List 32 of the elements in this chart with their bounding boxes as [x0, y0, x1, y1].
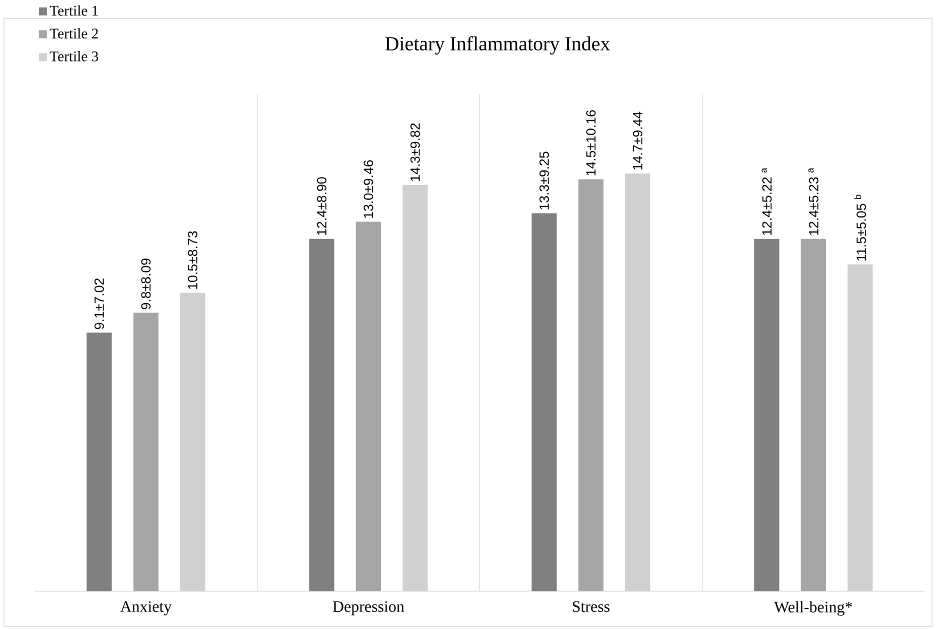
bar [133, 312, 158, 592]
legend-label: Tertile 3 [50, 50, 98, 62]
x-tick-label: Anxiety [120, 601, 172, 616]
data-label: 14.3±9.82 [410, 123, 420, 181]
data-label: 11.5±5.05 $^{b}$ [854, 194, 866, 260]
x-tick-label: Well-being* [774, 601, 852, 616]
bar [180, 292, 206, 592]
bar [356, 222, 381, 592]
x-tick-label: Stress [572, 601, 610, 612]
x-tick-label: Depression [332, 601, 404, 616]
bar [754, 238, 780, 592]
data-label: 14.5±10.16 [586, 110, 596, 176]
chart-title: Dietary Inflammatory Index [385, 36, 610, 55]
bar [86, 332, 112, 592]
data-label: 9.8±8.09 [141, 258, 151, 310]
bar [402, 184, 428, 592]
bar [309, 238, 334, 592]
data-label: 12.4±5.23 $^{a}$ [808, 168, 818, 235]
bar [848, 264, 873, 592]
data-label: 10.5±8.73 [188, 231, 198, 289]
legend-label: Tertile 1 [50, 5, 98, 16]
data-label: 14.7±9.44 [632, 112, 642, 170]
data-label: 13.3±9.25 [539, 152, 549, 210]
data-label: 9.1±7.02 [94, 278, 104, 329]
bar [578, 179, 604, 592]
data-label: 13.0±9.46 [364, 160, 374, 218]
data-label: 12.4±8.90 [316, 177, 326, 235]
bar [532, 213, 557, 592]
legend-label: Tertile 2 [50, 28, 98, 38]
bar [625, 173, 650, 592]
data-label: 12.4±5.22 $^{a}$ [762, 168, 772, 235]
bar [800, 238, 826, 592]
